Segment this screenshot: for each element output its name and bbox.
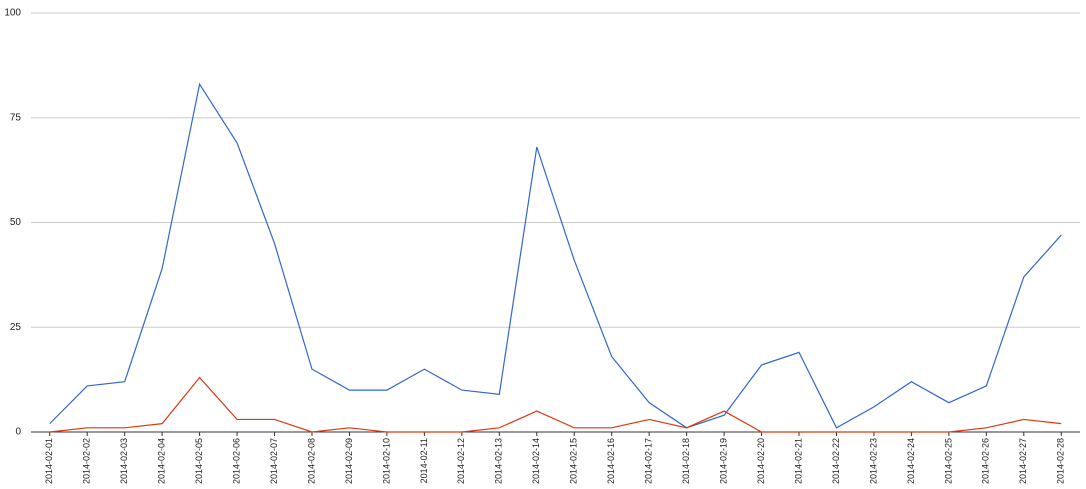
x-tick-label: 2014-02-21 (793, 438, 803, 484)
x-tick-label: 2014-02-01 (44, 438, 54, 484)
x-tick-label: 2014-02-11 (419, 438, 429, 483)
x-tick-label: 2014-02-10 (381, 438, 391, 484)
x-tick-label: 2014-02-19 (718, 438, 728, 484)
x-tick-label: 2014-02-28 (1056, 438, 1066, 484)
x-tick-label: 2014-02-24 (906, 438, 916, 484)
x-tick-label: 2014-02-27 (1018, 438, 1028, 484)
x-tick-label: 2014-02-13 (494, 438, 504, 484)
x-tick-label: 2014-02-04 (157, 438, 167, 484)
y-tick-label: 50 (10, 217, 22, 228)
x-tick-label: 2014-02-15 (569, 438, 579, 484)
x-tick-label: 2014-02-17 (644, 438, 654, 484)
y-tick-label: 0 (15, 427, 21, 438)
x-tick-label: 2014-02-16 (606, 438, 616, 484)
x-tick-label: 2014-02-09 (344, 438, 354, 484)
series-line (49, 376, 1062, 433)
x-tick-label: 2014-02-25 (943, 438, 953, 484)
x-tick-label: 2014-02-18 (681, 438, 691, 484)
x-tick-label: 2014-02-07 (269, 438, 279, 484)
x-tick-label: 2014-02-06 (231, 438, 241, 484)
y-tick-label: 100 (4, 8, 21, 19)
x-tick-label: 2014-02-20 (756, 438, 766, 484)
x-tick-label: 2014-02-05 (194, 438, 204, 484)
x-tick-label: 2014-02-14 (531, 438, 541, 484)
x-tick-label: 2014-02-26 (981, 438, 991, 484)
x-tick-label: 2014-02-03 (119, 438, 129, 484)
y-tick-label: 25 (10, 322, 22, 333)
y-tick-label: 75 (10, 112, 22, 123)
x-tick-label: 2014-02-02 (82, 438, 92, 484)
x-tick-label: 2014-02-08 (306, 438, 316, 484)
x-tick-label: 2014-02-12 (456, 438, 466, 484)
x-tick-label: 2014-02-22 (831, 438, 841, 484)
x-tick-label: 2014-02-23 (868, 438, 878, 484)
series-line (49, 82, 1062, 429)
